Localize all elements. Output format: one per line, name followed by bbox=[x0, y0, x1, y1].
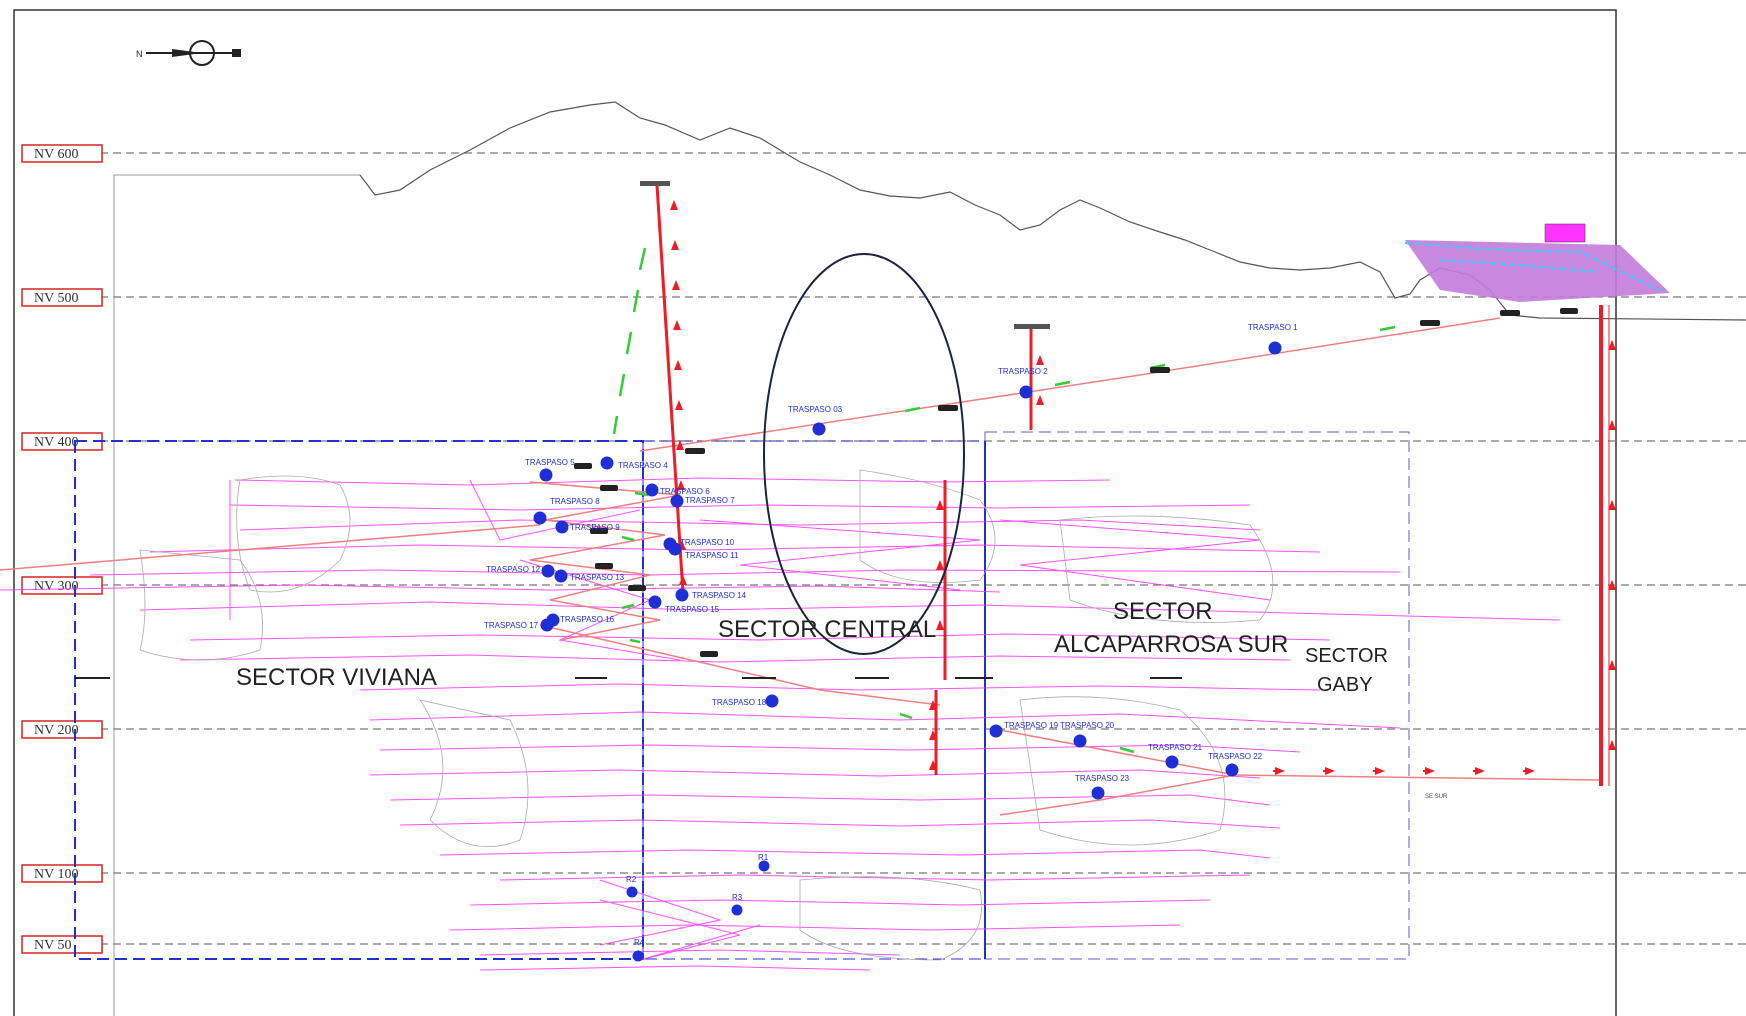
traspaso-dot[interactable] bbox=[1074, 735, 1087, 748]
traspaso-label: TRASPASO 20 bbox=[1060, 721, 1115, 730]
raise-dot[interactable] bbox=[627, 887, 638, 898]
se-sur-label: SE SUR bbox=[1425, 794, 1448, 800]
level-nv50: NV 50 bbox=[22, 936, 1746, 953]
headframe-icon bbox=[640, 181, 1050, 329]
sector-central-label: SECTOR CENTRAL bbox=[718, 616, 936, 643]
traspaso-label: TRASPASO 4 bbox=[618, 461, 668, 470]
sector-alcaparrosa-label: SECTOR bbox=[1113, 598, 1213, 625]
raise-label: R4 bbox=[634, 938, 645, 947]
boundary-line bbox=[114, 175, 360, 1016]
traspaso-dot[interactable] bbox=[1226, 764, 1239, 777]
sector-viviana-box bbox=[75, 441, 643, 959]
traspaso-dot[interactable] bbox=[555, 570, 568, 583]
traspaso-label: TRASPASO 13 bbox=[570, 573, 625, 582]
level-label: NV 600 bbox=[34, 147, 78, 162]
traspaso-label: TRASPASO 11 bbox=[685, 551, 739, 560]
traspaso-label: TRASPASO 2 bbox=[998, 367, 1048, 376]
level-label: NV 200 bbox=[34, 723, 78, 738]
traspaso-label: TRASPASO 9 bbox=[570, 523, 620, 532]
traspaso-label: TRASPASO 19 bbox=[1004, 721, 1059, 730]
traspaso-dot[interactable] bbox=[813, 423, 826, 436]
highlight-ellipse bbox=[764, 254, 964, 654]
traspaso-dot[interactable] bbox=[646, 484, 659, 497]
traspaso-label: TRASPASO 17 bbox=[484, 621, 539, 630]
main-ramp bbox=[0, 318, 1600, 815]
traspaso-dot[interactable] bbox=[1166, 756, 1179, 769]
traspaso-label: TRASPASO 22 bbox=[1208, 752, 1263, 761]
raise-label: R2 bbox=[626, 875, 637, 884]
sector-alcaparrosa-label: ALCAPARROSA SUR bbox=[1054, 631, 1288, 658]
traspaso-dot[interactable] bbox=[676, 589, 689, 602]
traspaso-label: TRASPASO 10 bbox=[680, 538, 735, 547]
traspaso-dot[interactable] bbox=[534, 512, 547, 525]
mine-workings bbox=[0, 478, 1560, 970]
traspaso-label: TRASPASO 1 bbox=[1248, 323, 1298, 332]
traspaso-label: TRASPASO 8 bbox=[550, 497, 600, 506]
raise-dot[interactable] bbox=[759, 861, 770, 872]
north-label: N bbox=[136, 49, 143, 59]
level-label: NV 500 bbox=[34, 291, 78, 306]
level-label: NV 50 bbox=[34, 938, 71, 953]
raise-label: R1 bbox=[758, 853, 769, 862]
sector-gaby-label: GABY bbox=[1317, 674, 1373, 696]
traspaso-dot[interactable] bbox=[1269, 342, 1282, 355]
flow-arrow-icon bbox=[1273, 767, 1535, 775]
level-label: NV 400 bbox=[34, 435, 78, 450]
traspaso-dot[interactable] bbox=[766, 695, 779, 708]
raise-dot[interactable] bbox=[633, 951, 644, 962]
traspaso-dot[interactable] bbox=[671, 495, 684, 508]
level-nv600: NV 600 bbox=[22, 145, 1746, 162]
traspaso-label: TRASPASO 6 bbox=[660, 487, 710, 496]
traspaso-label: TRASPASO 16 bbox=[560, 615, 615, 624]
traspaso-label: TRASPASO 03 bbox=[788, 405, 843, 414]
drawing-frame bbox=[14, 10, 1616, 1016]
traspaso-dot[interactable] bbox=[540, 469, 553, 482]
sector-gaby-label: SECTOR bbox=[1305, 645, 1388, 667]
level-nv100: NV 100 bbox=[22, 865, 1746, 882]
traspaso-dot[interactable] bbox=[601, 457, 614, 470]
traspaso-label: TRASPASO 21 bbox=[1148, 743, 1203, 752]
traspaso-dot[interactable] bbox=[649, 596, 662, 609]
sector-viviana-label: SECTOR VIVIANA bbox=[236, 664, 437, 691]
traspaso-label: TRASPASO 23 bbox=[1075, 774, 1130, 783]
traspaso-label: TRASPASO 12 bbox=[486, 565, 541, 574]
traspaso-dot[interactable] bbox=[990, 725, 1003, 738]
traspaso-dot[interactable] bbox=[542, 565, 555, 578]
traspaso-label: TRASPASO 15 bbox=[665, 605, 720, 614]
traspaso-label: TRASPASO 18 bbox=[712, 698, 767, 707]
sector-labels: SECTOR VIVIANA SECTOR CENTRAL SECTOR ALC… bbox=[236, 598, 1388, 696]
traspaso-dot[interactable] bbox=[556, 521, 569, 534]
raise-dot[interactable] bbox=[732, 905, 743, 916]
surface-plant bbox=[1405, 224, 1670, 302]
traspaso-label: TRASPASO 5 bbox=[525, 458, 575, 467]
traspaso-dot[interactable] bbox=[541, 619, 554, 632]
north-arrow-icon: N bbox=[136, 41, 241, 65]
truck-icon bbox=[574, 308, 1578, 657]
level-label: NV 300 bbox=[34, 579, 78, 594]
traspaso-dot[interactable] bbox=[1092, 787, 1105, 800]
level-label: NV 100 bbox=[34, 867, 78, 882]
traspaso-label: TRASPASO 14 bbox=[692, 591, 747, 600]
level-nv200: NV 200 bbox=[22, 721, 1746, 738]
raise-label: R3 bbox=[732, 893, 743, 902]
traspaso-dot[interactable] bbox=[1020, 386, 1033, 399]
traspaso-label: TRASPASO 7 bbox=[685, 496, 735, 505]
